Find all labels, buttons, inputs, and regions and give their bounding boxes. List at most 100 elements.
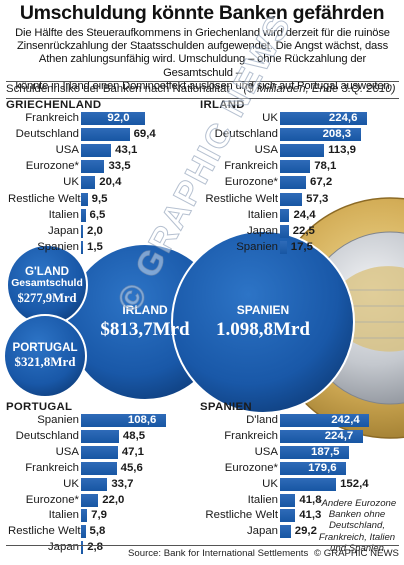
- bar-category-label: USA: [55, 445, 79, 458]
- bar-value-label: 33,7: [111, 477, 134, 490]
- bar: [280, 493, 296, 507]
- bar-value-label: 108,6: [127, 414, 157, 426]
- bar-row: Restliche Welt 9,5: [6, 192, 107, 208]
- bar: [81, 192, 88, 206]
- bar-row: Spanien 1,5: [6, 240, 103, 256]
- bar-category-label: Deutschland: [15, 429, 79, 442]
- bar-row: Spanien 17,5: [200, 240, 313, 256]
- bubble-portugal-total: $321,8Mrd: [14, 354, 76, 369]
- bar-value-label: 24,4: [293, 208, 316, 221]
- source-note: Source: Bank for International Settlemen…: [128, 548, 309, 559]
- bubble-portugal-name: PORTUGAL: [12, 341, 78, 354]
- bar-value-label: 69,4: [133, 128, 156, 141]
- unit-text: ($ Milliarden, Ende 3.Q. 2010): [243, 83, 396, 95]
- bar-category-label: Spanien: [236, 240, 278, 253]
- bar: [81, 525, 86, 539]
- bar-category-label: Italien: [48, 208, 79, 221]
- bar: [81, 144, 112, 158]
- bar-value-label: 2,0: [87, 224, 103, 237]
- bar-category-label: USA: [254, 445, 278, 458]
- bar: [280, 461, 347, 475]
- bar-category-label: Spanien: [37, 240, 79, 253]
- subtitle-text: Schuldenrisiko der Banken nach Nationali…: [6, 83, 230, 95]
- bar-category-label: Spanien: [37, 414, 79, 426]
- bar-value-label: 45,6: [120, 461, 143, 474]
- bar: [280, 414, 370, 427]
- intro-line: Die Hälfte des Steueraufkommens in Griec…: [15, 27, 390, 39]
- intro-line: Athen zahlungsunfähig wird. Umschuldung …: [38, 53, 367, 79]
- bar-category-label: UK: [63, 176, 79, 189]
- bar: [280, 208, 290, 222]
- bar-row: UK 224,6: [200, 111, 367, 127]
- bar-value-label: 208,3: [322, 128, 352, 141]
- bar-value-label: 22,5: [292, 224, 315, 237]
- bar: [81, 477, 108, 491]
- intro-text: Die Hälfte des Steueraufkommens in Griec…: [6, 27, 399, 93]
- bar-row: Frankreich 224,7: [200, 429, 363, 445]
- bar-category-label: Italien: [48, 509, 79, 522]
- bar-row: UK 33,7: [6, 477, 134, 493]
- bar-value-label: 22,0: [102, 493, 125, 506]
- bar-row: Italien 7,9: [6, 508, 107, 524]
- bubble-greece-name: G'LAND: [25, 265, 69, 278]
- bar-value-label: 33,5: [108, 160, 131, 173]
- bar-value-label: 48,5: [122, 429, 146, 442]
- bar-row: Frankreich 45,6: [6, 461, 143, 477]
- bar-category-label: USA: [254, 144, 278, 157]
- divider: [6, 545, 399, 546]
- bar: [81, 445, 118, 459]
- bar: [280, 509, 296, 523]
- bar: [81, 240, 83, 254]
- bar-row: Japan 22,5: [200, 224, 315, 240]
- bar-category-label: Frankreich: [224, 429, 278, 442]
- bubble-greece-label: Gesamtschuld: [11, 278, 83, 289]
- bar: [81, 160, 105, 174]
- bar: [280, 445, 349, 459]
- bar-category-label: USA: [55, 144, 79, 157]
- bar: [280, 144, 325, 158]
- chart-subtitle: Schuldenrisiko der Banken nach Nationali…: [6, 83, 399, 95]
- bubble-ireland-name: IRLAND: [122, 303, 168, 317]
- bar-category-label: D'land: [246, 414, 278, 426]
- bar-row: Frankreich 78,1: [200, 159, 336, 175]
- divider: [6, 98, 399, 99]
- bar-category-label: Frankreich: [25, 112, 79, 124]
- bar-value-label: 78,1: [314, 160, 337, 173]
- bar: [81, 429, 119, 443]
- bar-value-label: 6,5: [89, 208, 106, 221]
- bar-row: USA 43,1: [6, 143, 137, 159]
- bar-category-label: Eurozone*: [25, 493, 79, 506]
- bar: [280, 525, 291, 539]
- bubble-spain-name: SPANIEN: [236, 303, 290, 317]
- bar-value-label: 29,2: [294, 525, 317, 538]
- bar-value-label: 47,1: [121, 445, 144, 458]
- bar: [280, 224, 289, 238]
- bar-row: Restliche Welt 57,3: [200, 192, 328, 208]
- bar-value-label: 187,5: [311, 445, 340, 458]
- bar: [81, 461, 117, 475]
- bar: [280, 240, 287, 254]
- bar: [81, 414, 166, 427]
- bar: [280, 429, 363, 443]
- panel-title: SPANIEN: [200, 401, 252, 413]
- bar: [280, 192, 303, 206]
- bar-row: Restliche Welt 41,3: [200, 508, 321, 524]
- bar-row: Frankreich 92,0: [6, 111, 146, 127]
- bubble-spain-total: 1.098,8Mrd: [216, 319, 310, 340]
- bar-category-label: Italien: [247, 208, 278, 221]
- euro-coin: [269, 197, 404, 439]
- bar-value-label: 57,3: [306, 192, 329, 205]
- bar-row: Japan 2,8: [6, 540, 103, 556]
- bar-row: Japan 29,2: [200, 524, 317, 540]
- bar-value-label: 2,8: [87, 541, 104, 554]
- bar-category-label: Italien: [247, 493, 278, 506]
- bar-row: Italien 24,4: [200, 208, 316, 224]
- bar-category-label: UK: [262, 477, 278, 490]
- bar-value-label: 9,5: [91, 192, 108, 205]
- bar-category-label: Frankreich: [224, 160, 278, 173]
- bar-row: USA 113,9: [200, 143, 356, 159]
- bar-row: Deutschland 48,5: [6, 429, 145, 445]
- credit-note: © GRAPHIC NEWS: [314, 548, 399, 559]
- bar-category-label: UK: [63, 477, 79, 490]
- bar: [81, 208, 86, 222]
